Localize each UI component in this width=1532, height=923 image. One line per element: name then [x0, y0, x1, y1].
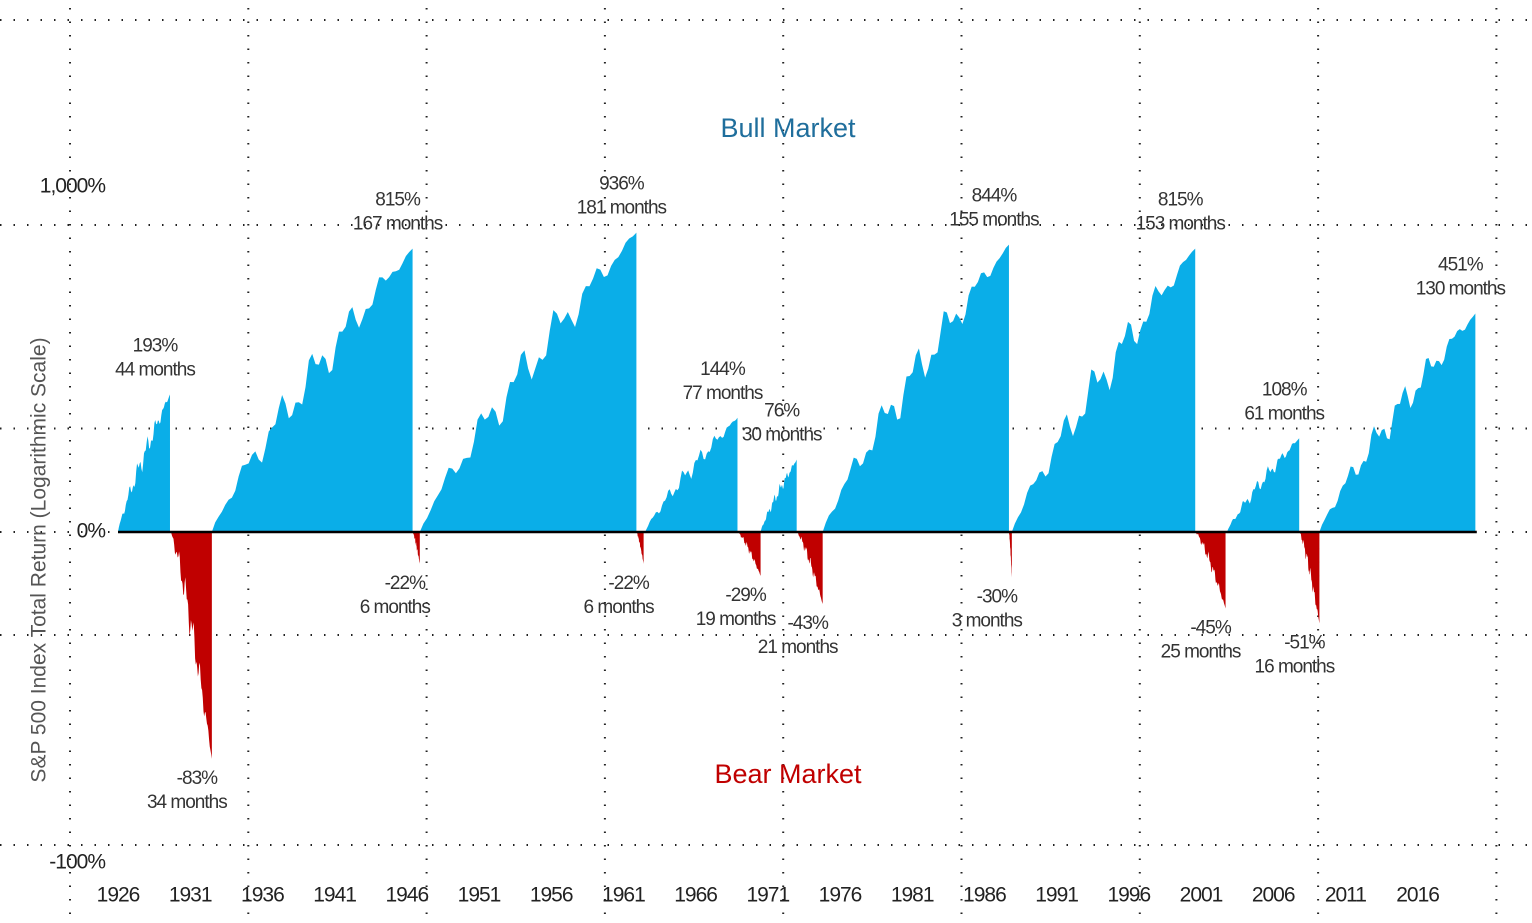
- y-axis-label: S&P 500 Index Total Return (Logarithmic …: [28, 337, 51, 782]
- duration-label: 6 months: [584, 597, 655, 618]
- duration-label: 25 months: [1161, 642, 1241, 663]
- x-tick-label: 1931: [169, 884, 212, 907]
- value-label: 108%: [1262, 379, 1308, 400]
- bear-area: [169, 532, 212, 759]
- x-tick-label: 2006: [1252, 884, 1295, 907]
- value-label: 815%: [1158, 190, 1204, 211]
- x-tick-label: 1961: [602, 884, 645, 907]
- y-tick-label: -100%: [49, 851, 105, 874]
- series-name: Bull Market: [720, 113, 856, 143]
- duration-label: 155 months: [949, 210, 1039, 231]
- bull-area: [645, 417, 738, 532]
- duration-label: 21 months: [758, 637, 838, 658]
- value-label: 936%: [599, 174, 645, 195]
- duration-label: 34 months: [147, 792, 227, 813]
- duration-label: 61 months: [1244, 403, 1324, 424]
- bull-area: [211, 248, 413, 532]
- bull-area: [118, 394, 170, 532]
- x-tick-label: 1951: [458, 884, 501, 907]
- value-label: 815%: [375, 190, 421, 211]
- value-label: 451%: [1438, 255, 1484, 276]
- value-label: -30%: [977, 587, 1018, 608]
- x-tick-label: 1936: [241, 884, 284, 907]
- bull-area: [1226, 438, 1300, 532]
- x-tick-label: 1946: [385, 884, 428, 907]
- x-tick-label: 1996: [1107, 884, 1150, 907]
- bear-area: [636, 532, 644, 564]
- bull-area: [1319, 313, 1476, 532]
- bear-area: [737, 532, 761, 576]
- series-name: Bear Market: [714, 759, 862, 789]
- duration-label: 181 months: [577, 198, 667, 219]
- value-label: -43%: [787, 613, 828, 634]
- x-tick-label: 1966: [674, 884, 717, 907]
- x-tick-label: 1926: [97, 884, 140, 907]
- bear-area: [412, 532, 420, 564]
- bull-area: [822, 244, 1009, 532]
- duration-label: 16 months: [1255, 656, 1335, 677]
- duration-label: 153 months: [1136, 214, 1226, 235]
- value-label: -29%: [725, 585, 766, 606]
- x-tick-label: 1956: [530, 884, 573, 907]
- value-label: -45%: [1190, 618, 1231, 639]
- duration-label: 3 months: [952, 611, 1023, 632]
- value-label: -83%: [177, 768, 218, 789]
- x-tick-label: 1971: [746, 884, 789, 907]
- value-label: -51%: [1284, 632, 1325, 653]
- x-tick-label: 1986: [963, 884, 1006, 907]
- bear-area: [1299, 532, 1320, 624]
- x-tick-label: 1981: [891, 884, 934, 907]
- value-label: -22%: [385, 573, 426, 594]
- x-tick-label: 1976: [819, 884, 862, 907]
- value-label: 844%: [972, 186, 1018, 207]
- bull-area: [1011, 248, 1196, 532]
- bull-area: [760, 459, 797, 532]
- value-label: 193%: [133, 335, 179, 356]
- duration-label: 77 months: [683, 383, 763, 404]
- duration-label: 167 months: [353, 214, 443, 235]
- x-tick-label: 1941: [313, 884, 356, 907]
- duration-label: 19 months: [696, 609, 776, 630]
- y-tick-label: 0%: [77, 520, 106, 543]
- duration-label: 44 months: [115, 359, 195, 380]
- x-tick-label: 1991: [1035, 884, 1078, 907]
- value-label: 144%: [700, 359, 746, 380]
- duration-label: 130 months: [1416, 279, 1506, 300]
- x-tick-label: 2016: [1396, 884, 1439, 907]
- value-label: -22%: [608, 573, 649, 594]
- duration-label: 30 months: [742, 425, 822, 446]
- bear-area: [1008, 532, 1012, 578]
- duration-label: 6 months: [360, 597, 431, 618]
- x-tick-label: 2001: [1180, 884, 1223, 907]
- value-label: 76%: [764, 401, 800, 422]
- bear-area: [1195, 532, 1226, 609]
- bear-area: [796, 532, 823, 604]
- y-tick-label: 1,000%: [40, 175, 106, 198]
- bull-area: [419, 232, 637, 532]
- x-tick-label: 2011: [1325, 884, 1366, 907]
